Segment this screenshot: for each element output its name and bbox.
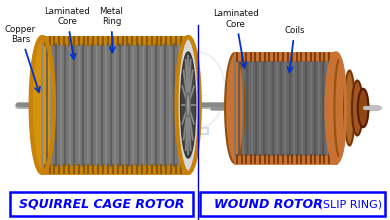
Ellipse shape (326, 53, 346, 163)
Ellipse shape (181, 52, 196, 158)
Text: (SLIP RING): (SLIP RING) (315, 199, 382, 209)
Text: Laminated
Core: Laminated Core (44, 7, 90, 59)
FancyBboxPatch shape (200, 192, 385, 216)
Text: Metal
Ring: Metal Ring (99, 7, 123, 52)
Bar (188, 128, 207, 134)
Ellipse shape (352, 81, 363, 136)
Bar (235, 59, 336, 157)
Text: Laminated
Core: Laminated Core (213, 9, 259, 68)
Text: SQUIRREL CAGE ROTOR: SQUIRREL CAGE ROTOR (19, 198, 184, 211)
Text: Copper
Bars: Copper Bars (5, 25, 40, 92)
Ellipse shape (186, 93, 190, 117)
Bar (188, 128, 207, 134)
Ellipse shape (31, 37, 54, 173)
Text: WOUND ROTOR: WOUND ROTOR (215, 198, 323, 211)
Text: Coils: Coils (284, 26, 305, 72)
FancyBboxPatch shape (10, 192, 193, 216)
Ellipse shape (344, 71, 355, 145)
Ellipse shape (335, 59, 345, 158)
Ellipse shape (358, 89, 369, 127)
Ellipse shape (225, 53, 245, 163)
Ellipse shape (176, 37, 200, 173)
Bar (42, 44, 188, 166)
